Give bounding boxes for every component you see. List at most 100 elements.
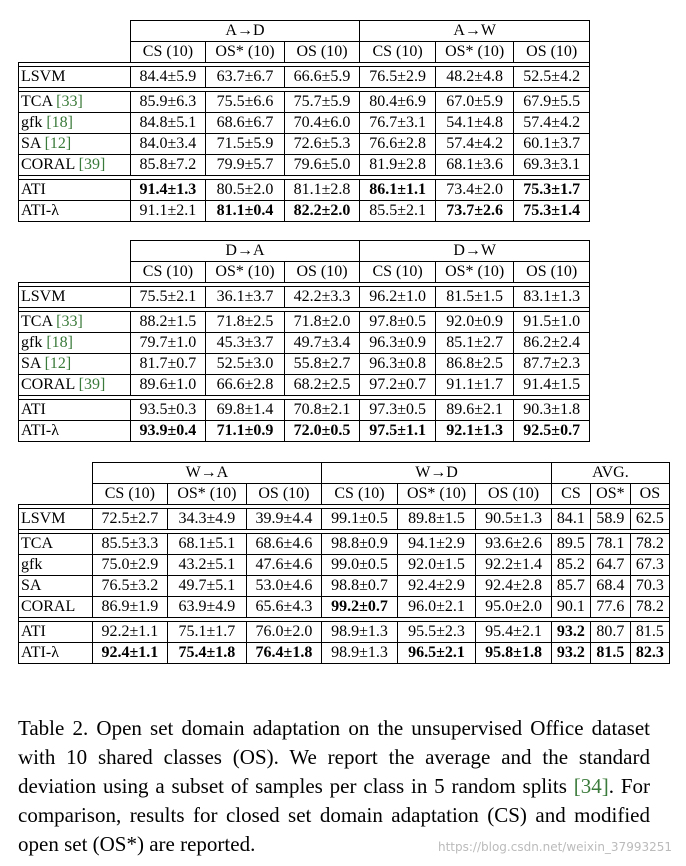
result-cell: 67.9±5.5 <box>513 91 590 113</box>
result-cell: 84.1 <box>550 508 592 530</box>
column-header: CS (10) <box>129 41 207 63</box>
result-cell: 75.4±1.8 <box>167 642 247 664</box>
citation-link[interactable]: [12] <box>44 355 72 372</box>
result-cell: 93.2 <box>550 642 592 664</box>
method-label: LSVM <box>21 510 66 527</box>
result-cell: 92.5±0.7 <box>513 420 590 442</box>
result-cell: 81.1±2.8 <box>283 179 361 201</box>
result-cell: 55.8±2.7 <box>283 353 361 375</box>
result-cell: 63.9±4.9 <box>167 596 247 618</box>
result-cell: 90.3±1.8 <box>513 399 590 421</box>
table-row: gfk [18] 79.7±1.0 45.3±3.7 49.7±3.4 96.3±0.9… <box>18 332 590 354</box>
column-header: OS <box>629 483 671 505</box>
result-cell: 68.6±4.6 <box>245 533 323 555</box>
column-header: CS (10) <box>129 261 207 283</box>
group-header: D→A <box>129 240 361 262</box>
table-row: ATI 91.4±1.3 80.5±2.0 81.1±2.8 86.1±1.1 73.4±… <box>18 179 590 201</box>
result-cell: 92.1±1.3 <box>434 420 515 442</box>
result-cell: 75.1±1.7 <box>167 621 247 643</box>
result-cell: 87.7±2.3 <box>513 353 590 375</box>
group-header: A→W <box>359 20 590 42</box>
method-label: TCA <box>21 535 53 552</box>
result-cell: 96.3±0.8 <box>359 353 436 375</box>
result-cell: 70.4±6.0 <box>283 112 361 134</box>
method-name: SA <box>18 575 93 597</box>
method-label: ATI <box>21 623 46 640</box>
result-cell: 90.5±1.3 <box>475 508 552 530</box>
method-name: TCA [33] <box>18 311 131 333</box>
result-cell: 73.7±2.6 <box>434 200 515 222</box>
result-cell: 45.3±3.7 <box>205 332 285 354</box>
result-cell: 78.2 <box>629 596 671 618</box>
result-cell: 67.3 <box>629 554 671 576</box>
column-header: OS (10) <box>475 483 552 505</box>
citation-link[interactable]: [39] <box>78 376 106 393</box>
result-cell: 65.6±4.3 <box>245 596 323 618</box>
header-corner <box>19 262 131 283</box>
table-row: SA 76.5±3.2 49.7±5.1 53.0±4.6 98.8±0.7 92.4±2… <box>18 575 671 597</box>
citation-link[interactable]: [33] <box>56 93 83 110</box>
table-row: TCA [33] 85.9±6.3 75.5±6.6 75.7±5.9 80.4±6.9… <box>18 91 590 113</box>
table-caption: Table 2. Open set domain adaptation on t… <box>18 714 650 859</box>
citation-link[interactable]: [33] <box>56 313 83 330</box>
result-cell: 97.5±1.1 <box>359 420 436 442</box>
result-cell: 92.4±1.1 <box>91 642 169 664</box>
method-label: SA <box>21 577 42 594</box>
result-cell: 42.2±3.3 <box>283 286 361 308</box>
citation-link[interactable]: [12] <box>44 135 72 152</box>
citation-link[interactable]: [18] <box>46 334 73 351</box>
result-cell: 77.6 <box>590 596 631 618</box>
method-label: TCA <box>21 93 53 110</box>
table-row: ATI-λ 91.1±2.1 81.1±0.4 82.2±2.0 85.5±2.1 73.… <box>18 200 590 222</box>
result-cell: 98.8±0.9 <box>321 533 398 555</box>
result-cell: 84.4±5.9 <box>129 66 207 88</box>
result-cell: 79.9±5.7 <box>205 154 285 176</box>
caption-citation-link[interactable]: [34] <box>573 774 609 798</box>
result-cell: 91.4±1.5 <box>513 374 590 396</box>
result-cell: 62.5 <box>629 508 671 530</box>
column-header: OS (10) <box>283 261 361 283</box>
table-row: CORAL [39] 85.8±7.2 79.9±5.7 79.6±5.0 81.9±2… <box>18 154 590 176</box>
result-cell: 84.0±3.4 <box>129 133 207 155</box>
result-cell: 73.4±2.0 <box>434 179 515 201</box>
table-row: gfk [18] 84.8±5.1 68.6±6.7 70.4±6.0 76.7±3.1… <box>18 112 590 134</box>
result-cell: 76.6±2.8 <box>359 133 436 155</box>
method-label: ATI-λ <box>21 202 59 219</box>
result-cell: 93.6±2.6 <box>475 533 552 555</box>
result-cell: 43.2±5.1 <box>167 554 247 576</box>
citation-link[interactable]: [39] <box>78 156 106 173</box>
result-cell: 82.2±2.0 <box>283 200 361 222</box>
method-name: CORAL [39] <box>18 154 131 176</box>
result-cell: 83.1±1.3 <box>513 286 590 308</box>
citation-link[interactable]: [18] <box>46 114 73 131</box>
result-cell: 95.8±1.8 <box>475 642 552 664</box>
result-cell: 78.2 <box>629 533 671 555</box>
result-cell: 53.0±4.6 <box>245 575 323 597</box>
method-name: gfk [18] <box>18 112 131 134</box>
method-name: TCA <box>18 533 93 555</box>
result-cell: 63.7±6.7 <box>205 66 285 88</box>
results-table-w-source: W→A W→D AVG. CS (10) OS* (10) OS (10) CS (10) O… <box>18 462 671 664</box>
result-cell: 81.5 <box>629 621 671 643</box>
result-cell: 91.1±1.7 <box>434 374 515 396</box>
result-cell: 78.1 <box>590 533 631 555</box>
column-header: OS* (10) <box>434 41 515 63</box>
column-header: OS* (10) <box>434 261 515 283</box>
column-header: CS (10) <box>91 483 169 505</box>
result-cell: 91.4±1.3 <box>129 179 207 201</box>
result-cell: 81.5 <box>590 642 631 664</box>
method-label: gfk <box>21 114 43 131</box>
group-header: A→D <box>129 20 361 42</box>
result-cell: 97.3±0.5 <box>359 399 436 421</box>
result-cell: 85.9±6.3 <box>129 91 207 113</box>
column-header: OS (10) <box>513 261 590 283</box>
result-cell: 57.4±4.2 <box>434 133 515 155</box>
result-cell: 72.6±5.3 <box>283 133 361 155</box>
result-cell: 86.8±2.5 <box>434 353 515 375</box>
result-cell: 52.5±4.2 <box>513 66 590 88</box>
result-cell: 76.0±2.0 <box>245 621 323 643</box>
result-cell: 72.0±0.5 <box>283 420 361 442</box>
result-cell: 82.3 <box>629 642 671 664</box>
results-table-d-source: D→A D→W CS (10) OS* (10) OS (10) CS (10) OS* (… <box>18 240 590 442</box>
result-cell: 98.9±1.3 <box>321 621 398 643</box>
